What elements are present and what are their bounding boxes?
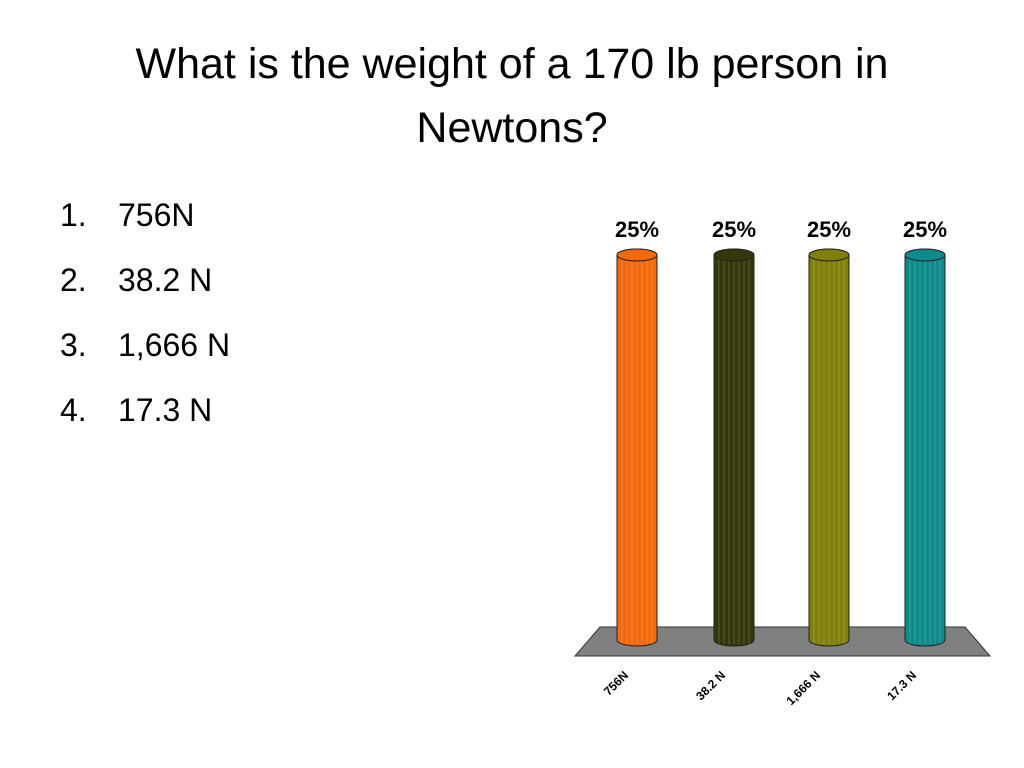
x-tick-label: 756N bbox=[601, 668, 631, 698]
answer-list: 1. 756N 2. 38.2 N 3. 1,666 N 4. 17.3 N bbox=[60, 190, 230, 450]
bar-cap bbox=[904, 248, 946, 262]
bar-cap bbox=[713, 248, 755, 262]
item-number: 3. bbox=[60, 327, 87, 363]
bar-cap bbox=[808, 248, 850, 262]
x-tick-label: 38.2 N bbox=[693, 668, 728, 703]
value-label: 25% bbox=[903, 217, 947, 242]
x-tick-label: 1,666 N bbox=[784, 668, 824, 708]
item-text: 756N bbox=[118, 197, 195, 233]
value-label: 25% bbox=[615, 217, 659, 242]
answer-item: 3. 1,666 N bbox=[60, 320, 230, 385]
value-label: 25% bbox=[712, 217, 756, 242]
value-label: 25% bbox=[807, 217, 851, 242]
item-text: 38.2 N bbox=[118, 262, 213, 298]
bar-cap bbox=[616, 248, 658, 262]
answer-item: 4. 17.3 N bbox=[60, 385, 230, 450]
answer-item: 2. 38.2 N bbox=[60, 255, 230, 320]
item-number: 2. bbox=[60, 262, 87, 298]
item-text: 17.3 N bbox=[118, 392, 213, 428]
item-number: 4. bbox=[60, 392, 87, 428]
slide-title: What is the weight of a 170 lb person in… bbox=[135, 40, 889, 152]
item-text: 1,666 N bbox=[118, 327, 231, 363]
x-tick-label: 17.3 N bbox=[884, 668, 919, 703]
item-number: 1. bbox=[60, 197, 87, 233]
answer-item: 1. 756N bbox=[60, 190, 230, 255]
